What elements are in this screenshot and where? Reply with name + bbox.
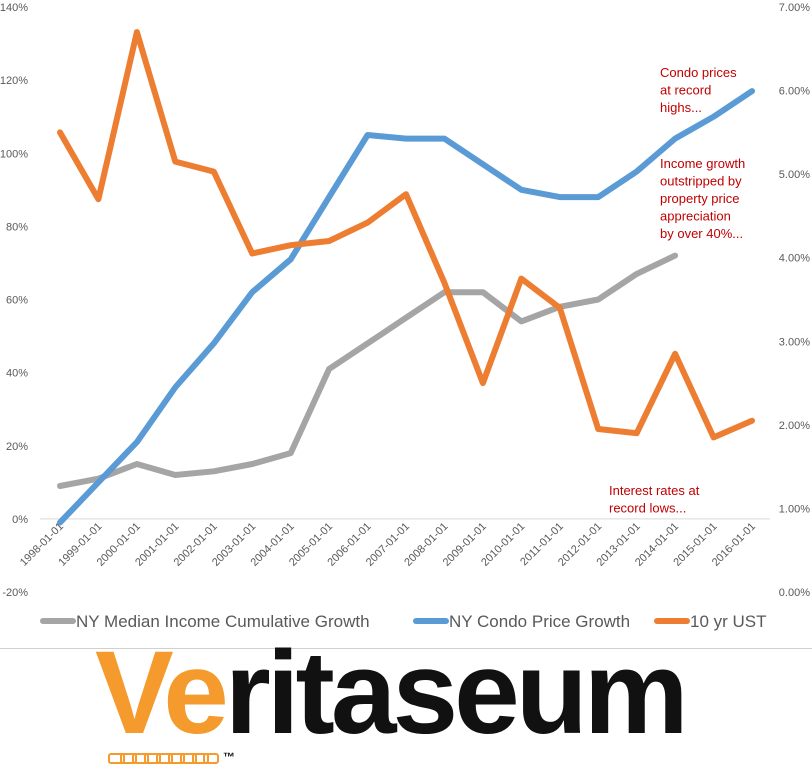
y-right-tick-label: 1.00%: [779, 503, 810, 515]
series-line-0: [57, 252, 679, 489]
annotation-income-line: outstripped by: [660, 174, 742, 189]
y-left-tick-label: 40%: [6, 368, 28, 380]
y-left-tick-label: 80%: [6, 221, 28, 233]
line-chart: -20% 0% 20% 40% 60% 80% 100% 120% 140% 0.00% 1.00%…: [0, 2, 810, 631]
logo-trademark: ™: [223, 750, 235, 764]
y-right-tick-label: 2.00%: [779, 420, 810, 432]
series-line-1: [57, 88, 755, 526]
annotation-income-line: by over 40%...: [660, 226, 743, 241]
y-left-tick-label: 60%: [6, 295, 28, 307]
y-right-tick-label: 0.00%: [779, 587, 810, 599]
y-left-tick-label: 140%: [0, 2, 28, 14]
legend-label-1: NY Condo Price Growth: [449, 612, 630, 631]
logo-rest: ritaseum: [224, 627, 689, 759]
y-right-tick-label: 7.00%: [779, 2, 810, 14]
chain-icon: [108, 753, 219, 764]
annotation-condo-line: Condo prices: [660, 65, 737, 80]
y-right-tick-label: 5.00%: [779, 169, 810, 181]
y-right-tick-label: 6.00%: [779, 86, 810, 98]
y-left-tick-label: 120%: [0, 75, 28, 87]
annotation-condo-line: highs...: [660, 100, 702, 115]
series-line-2: [57, 29, 755, 441]
y-left-tick-label: 20%: [6, 441, 28, 453]
legend-label-0: NY Median Income Cumulative Growth: [76, 612, 370, 631]
legend-label-2: 10 yr UST: [690, 612, 767, 631]
y-right-tick-label: 4.00%: [779, 253, 810, 265]
annotation-rates-line: record lows...: [609, 501, 686, 516]
annotation-rates-line: Interest rates at: [609, 483, 700, 498]
annotation-income-line: property price: [660, 191, 739, 206]
y-left-tick-label: 0%: [12, 514, 28, 526]
annotation-income-line: Income growth: [660, 156, 745, 171]
annotation-condo-line: at record: [660, 83, 711, 98]
y-right-tick-label: 3.00%: [779, 336, 810, 348]
chart-area: -20% 0% 20% 40% 60% 80% 100% 120% 140% 0.00% 1.00%…: [0, 0, 812, 649]
y-left-tick-label: -20%: [2, 587, 28, 599]
annotation-income-line: appreciation: [660, 209, 731, 224]
logo-ve: Ve: [95, 627, 229, 759]
logo-wordmark: Veritaseum: [95, 634, 689, 752]
y-left-tick-label: 100%: [0, 148, 28, 160]
